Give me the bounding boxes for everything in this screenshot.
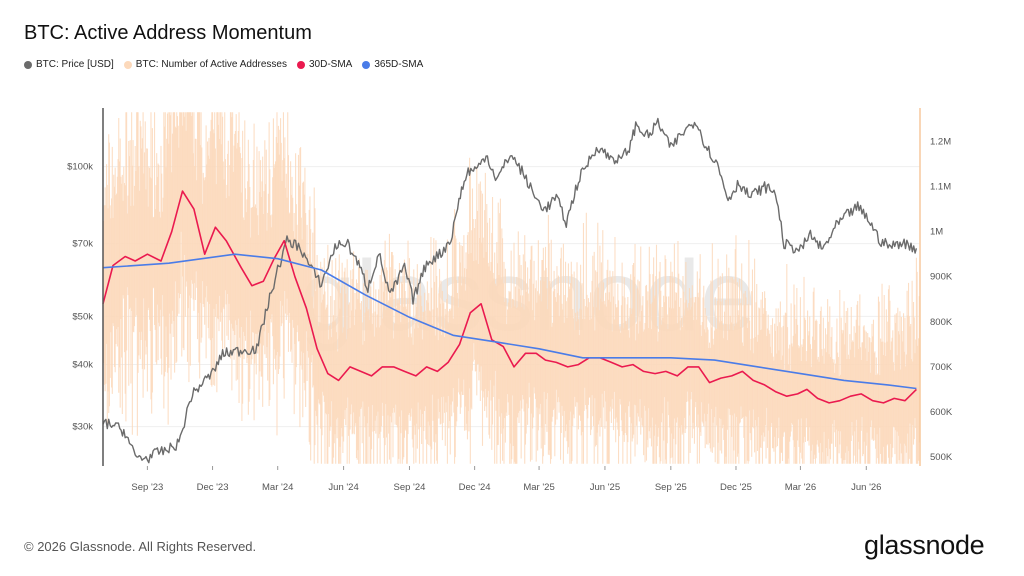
chart-svg[interactable]: glassnode $30k$40k$50k$70k$100k500K600K7… xyxy=(0,80,1024,520)
legend-label: 365D-SMA xyxy=(374,59,424,70)
legend-dot-icon xyxy=(296,60,305,69)
y-left-tick-label: $100k xyxy=(67,162,93,173)
y-left-tick-label: $70k xyxy=(72,239,93,250)
y-left-tick-label: $30k xyxy=(72,422,93,433)
x-tick-label: Dec '24 xyxy=(459,482,491,493)
legend-item-365d-sma[interactable]: 365D-SMA xyxy=(362,59,423,70)
y-right-tick-label: 500K xyxy=(930,452,953,463)
y-right-tick-label: 1.1M xyxy=(930,182,951,193)
y-right-tick-label: 1.2M xyxy=(930,137,951,148)
x-tick-label: Mar '26 xyxy=(785,482,816,493)
legend-dot-icon xyxy=(362,60,371,69)
legend-dot-icon xyxy=(123,60,132,69)
legend-item-price[interactable]: BTC: Price [USD] xyxy=(24,59,114,70)
chart-legend: BTC: Price [USD] BTC: Number of Active A… xyxy=(24,59,423,70)
legend-item-active-addresses[interactable]: BTC: Number of Active Addresses xyxy=(123,59,287,70)
x-tick-label: Sep '25 xyxy=(655,482,687,493)
x-tick-label: Jun '26 xyxy=(851,482,881,493)
x-tick-label: Mar '24 xyxy=(262,482,293,493)
series-line-365d-sma xyxy=(102,253,917,390)
copyright-text: © 2026 Glassnode. All Rights Reserved. xyxy=(24,539,257,554)
glassnode-logo: glassnode xyxy=(864,530,985,560)
page-title: BTC: Active Address Momentum xyxy=(24,22,312,44)
active-address-bars xyxy=(102,112,921,464)
axes: $30k $40k $50k $70k $100k 500K 600K 700K 800K 900… xyxy=(67,108,953,493)
x-tick-label: Jun '24 xyxy=(328,482,358,493)
y-right-tick-label: 700K xyxy=(930,362,953,373)
legend-label: BTC: Price [USD] xyxy=(36,59,114,70)
series-line-30d-sma xyxy=(102,190,917,404)
y-right-tick-label: 600K xyxy=(930,407,953,418)
x-tick-label: Mar '25 xyxy=(523,482,554,493)
legend-item-30d-sma[interactable]: 30D-SMA xyxy=(296,59,353,70)
x-tick-label: Sep '24 xyxy=(393,482,425,493)
series-lines xyxy=(102,117,918,464)
y-left-tick-label: $40k xyxy=(72,360,93,371)
x-tick-label: Dec '23 xyxy=(197,482,229,493)
legend-dot-icon xyxy=(24,60,32,69)
x-tick-label: Sep '23 xyxy=(131,482,163,493)
y-left-tick-label: $50k xyxy=(72,311,93,322)
legend-label: 30D-SMA xyxy=(308,59,353,70)
legend-label: BTC: Number of Active Addresses xyxy=(135,59,287,70)
y-right-tick-label: 900K xyxy=(930,272,953,283)
x-tick-label: Dec '25 xyxy=(720,482,752,493)
x-tick-label: Jun '25 xyxy=(590,482,620,493)
y-right-tick-label: 1M xyxy=(930,227,943,238)
y-right-tick-label: 800K xyxy=(930,317,953,328)
chart-area[interactable]: glassnode $30k$40k$50k$70k$100k500K600K7… xyxy=(0,80,1024,520)
series-line-btc-price-usd- xyxy=(102,117,918,464)
